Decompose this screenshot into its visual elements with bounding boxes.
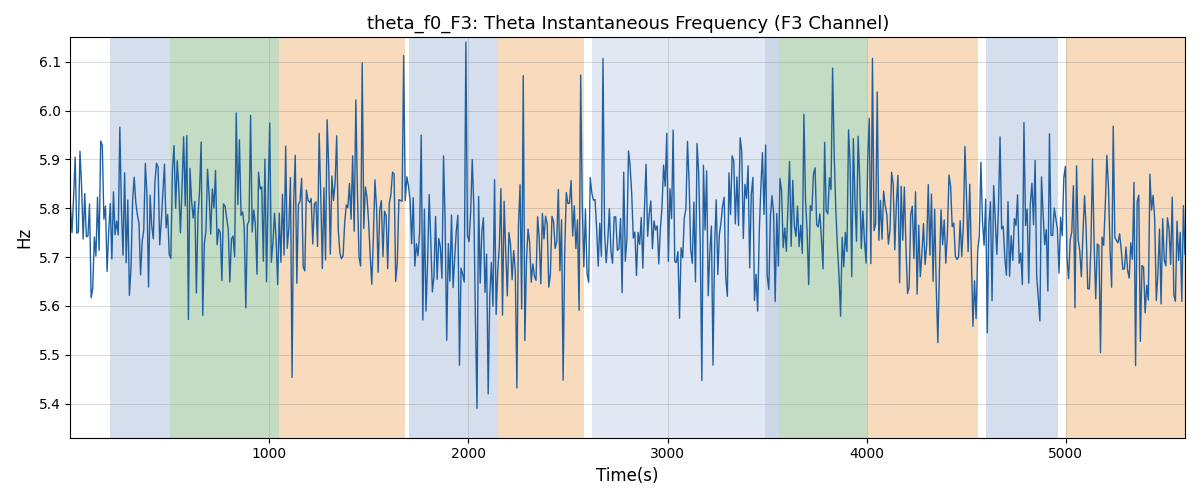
Bar [592, 38, 766, 438]
Bar [766, 38, 779, 438]
Y-axis label: Hz: Hz [14, 227, 32, 248]
Bar [1066, 38, 1186, 438]
X-axis label: Time(s): Time(s) [596, 467, 659, 485]
Bar [498, 38, 584, 438]
Bar [110, 38, 170, 438]
Bar [280, 38, 404, 438]
Bar [986, 38, 1057, 438]
Bar [866, 38, 978, 438]
Title: theta_f0_F3: Theta Instantaneous Frequency (F3 Channel): theta_f0_F3: Theta Instantaneous Frequen… [366, 15, 889, 34]
Bar [170, 38, 280, 438]
Bar [409, 38, 498, 438]
Bar [779, 38, 866, 438]
